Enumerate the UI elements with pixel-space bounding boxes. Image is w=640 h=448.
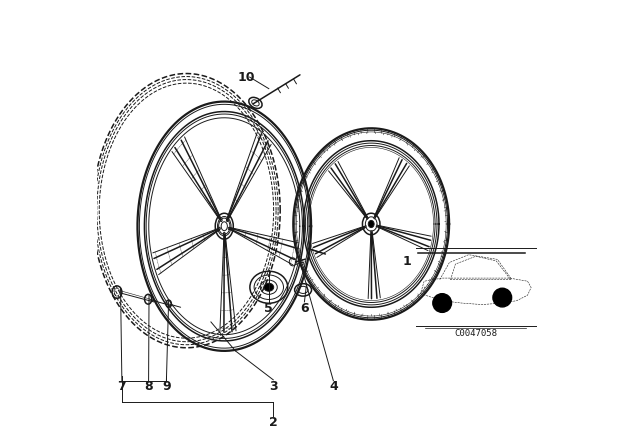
- Text: 9: 9: [162, 380, 171, 393]
- Text: 1: 1: [403, 255, 411, 268]
- Text: 7: 7: [118, 380, 126, 393]
- Text: 2: 2: [269, 416, 278, 429]
- Text: 10: 10: [238, 71, 255, 84]
- Text: 5: 5: [264, 302, 273, 315]
- Text: 8: 8: [144, 380, 153, 393]
- Text: 6: 6: [300, 302, 308, 315]
- Text: 4: 4: [329, 380, 338, 393]
- Text: 3: 3: [269, 380, 278, 393]
- Text: C0047058: C0047058: [454, 329, 497, 338]
- Circle shape: [493, 288, 511, 307]
- Circle shape: [433, 294, 451, 312]
- Ellipse shape: [368, 220, 374, 228]
- Ellipse shape: [264, 283, 274, 291]
